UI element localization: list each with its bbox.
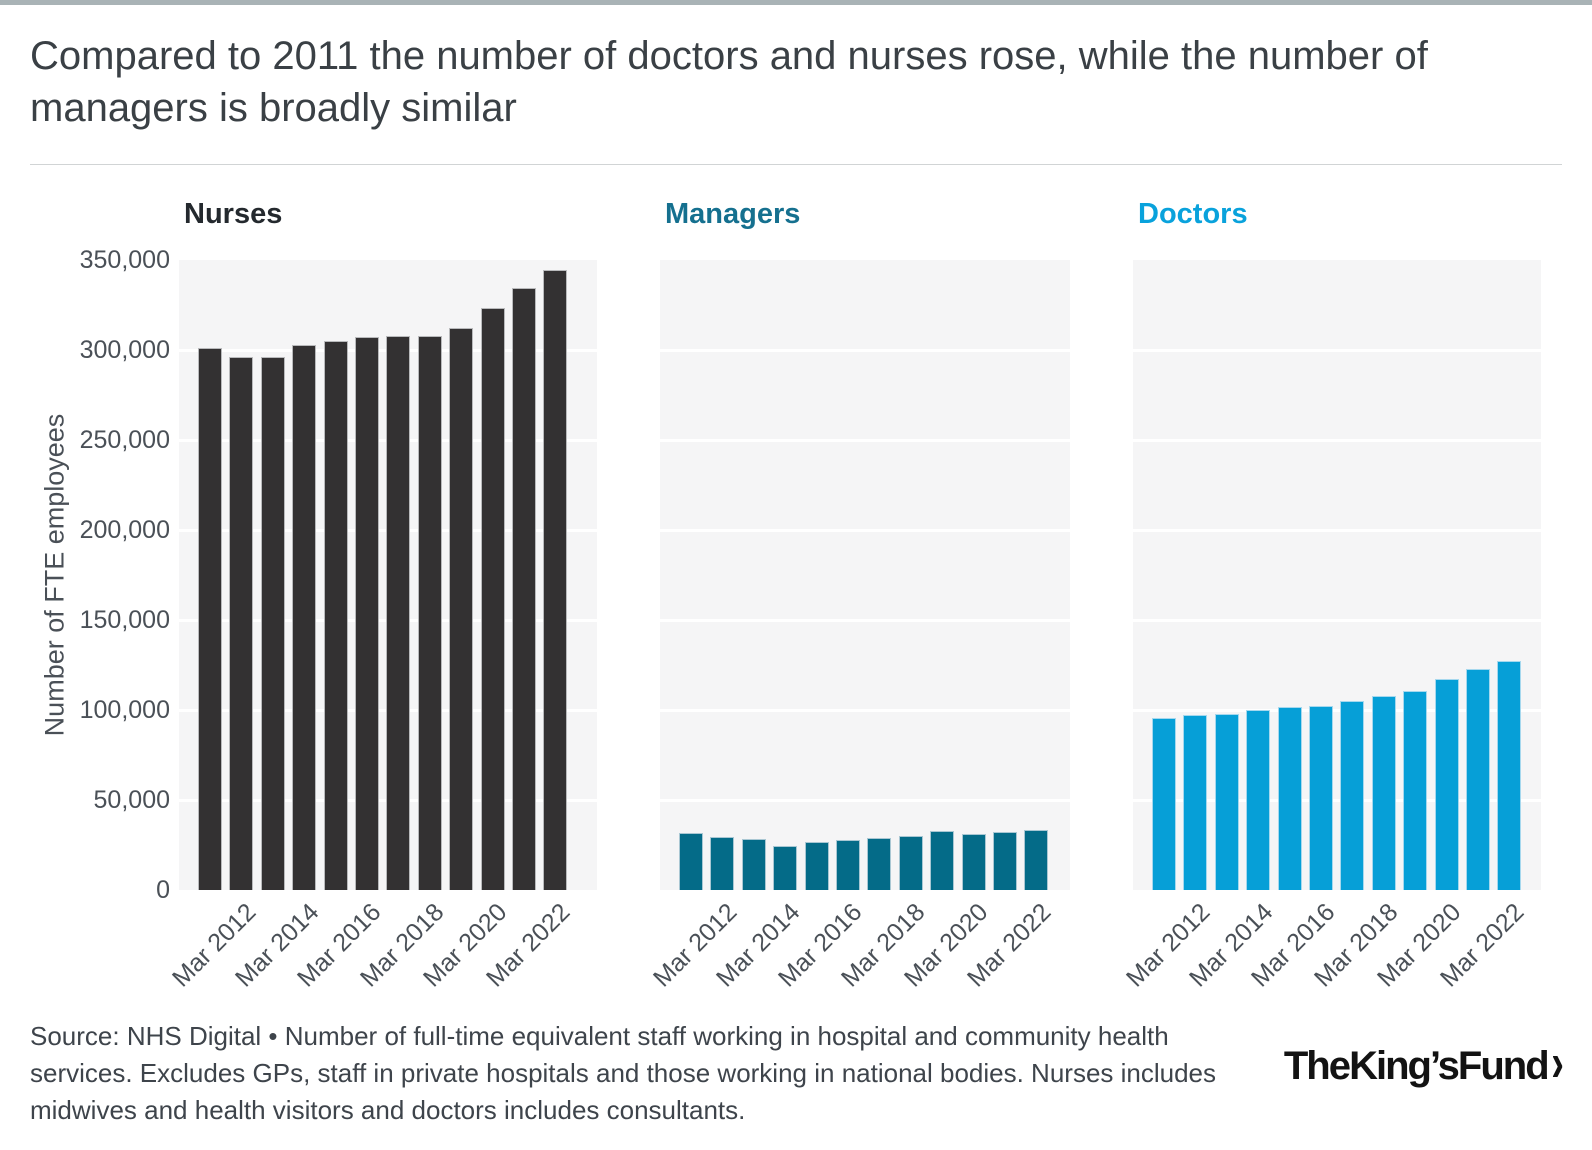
bar [961,834,986,890]
panel-header-doctors: Doctors [1138,198,1248,230]
plot-area-managers [660,260,1070,890]
logo-text: The King’s Fund [1283,1044,1550,1088]
y-tick-label: 50,000 [93,786,170,814]
title-divider [30,164,1562,165]
plot-area-doctors [1133,260,1541,890]
bar [1214,713,1239,890]
bar [1277,707,1302,890]
y-axis-title: Number of FTE employees [39,413,70,737]
panel-managers: Managers Mar 2012 Mar 2014 Mar 2016 Mar 2018… [648,190,1070,1005]
bar [993,832,1017,890]
gridline [1133,618,1541,622]
gridline [1133,438,1541,442]
chart-title: Compared to 2011 the number of doctors a… [30,34,1428,130]
bar [355,337,379,890]
bar [1340,701,1365,890]
source-note: Source: NHS Digital • Number of full-tim… [30,1021,1217,1125]
bar [773,845,798,890]
logo-chevron-icon: › [1550,1033,1564,1093]
panel-header-managers: Managers [665,198,801,230]
plot-area-nurses [179,260,597,890]
bar [543,269,568,890]
bar [898,836,923,890]
bar [292,344,317,890]
small-multiples-bar-chart: Number of FTE employees 0 50,000 100,000 150… [0,190,1592,1005]
bar [1152,718,1176,890]
gridline [1133,798,1541,802]
gridline [660,708,1070,712]
bar [1246,710,1271,890]
gridline [1133,528,1541,532]
bar [512,287,536,890]
bar [804,842,829,890]
y-tick-label: 200,000 [79,516,170,544]
panel-nurses: Nurses Mar 2012 Mar 2014 Mar 2016 Mar 2018 Ma… [167,190,597,1005]
bar [836,839,860,890]
gridline [1133,708,1541,712]
bar [386,335,411,890]
bar [741,838,766,890]
gridline [660,348,1070,352]
y-tick-label: 100,000 [79,696,170,724]
y-tick-label: 350,000 [79,246,170,274]
gridline [1133,348,1541,352]
top-accent-bar [0,0,1592,5]
bar [417,335,442,890]
gridline [660,528,1070,532]
panel-header-nurses: Nurses [184,198,283,230]
bar [1403,691,1428,890]
bar [1024,829,1049,890]
y-tick-label: 150,000 [79,606,170,634]
panel-doctors: Doctors Mar 2012 Mar 2014 Mar 2016 Mar 2018 M… [1121,190,1541,1005]
bar [1371,695,1396,890]
bar [710,836,735,890]
bar [1309,705,1333,890]
y-tick-label: 300,000 [79,336,170,364]
bar [1434,679,1459,890]
bar [867,837,892,890]
bar [229,357,254,890]
bar [1497,660,1522,890]
bar [679,833,703,890]
bar [323,341,348,890]
gridline [660,438,1070,442]
gridline [660,798,1070,802]
bar [449,327,474,890]
gridline [660,618,1070,622]
kings-fund-logo: The King’s Fund› [1283,1033,1564,1092]
bar [1466,668,1490,890]
bar [930,830,955,890]
y-tick-label: 0 [156,876,170,904]
bar [198,348,222,890]
bar [260,357,285,890]
bar [1183,715,1208,890]
y-tick-label: 250,000 [79,426,170,454]
bar [480,307,505,890]
